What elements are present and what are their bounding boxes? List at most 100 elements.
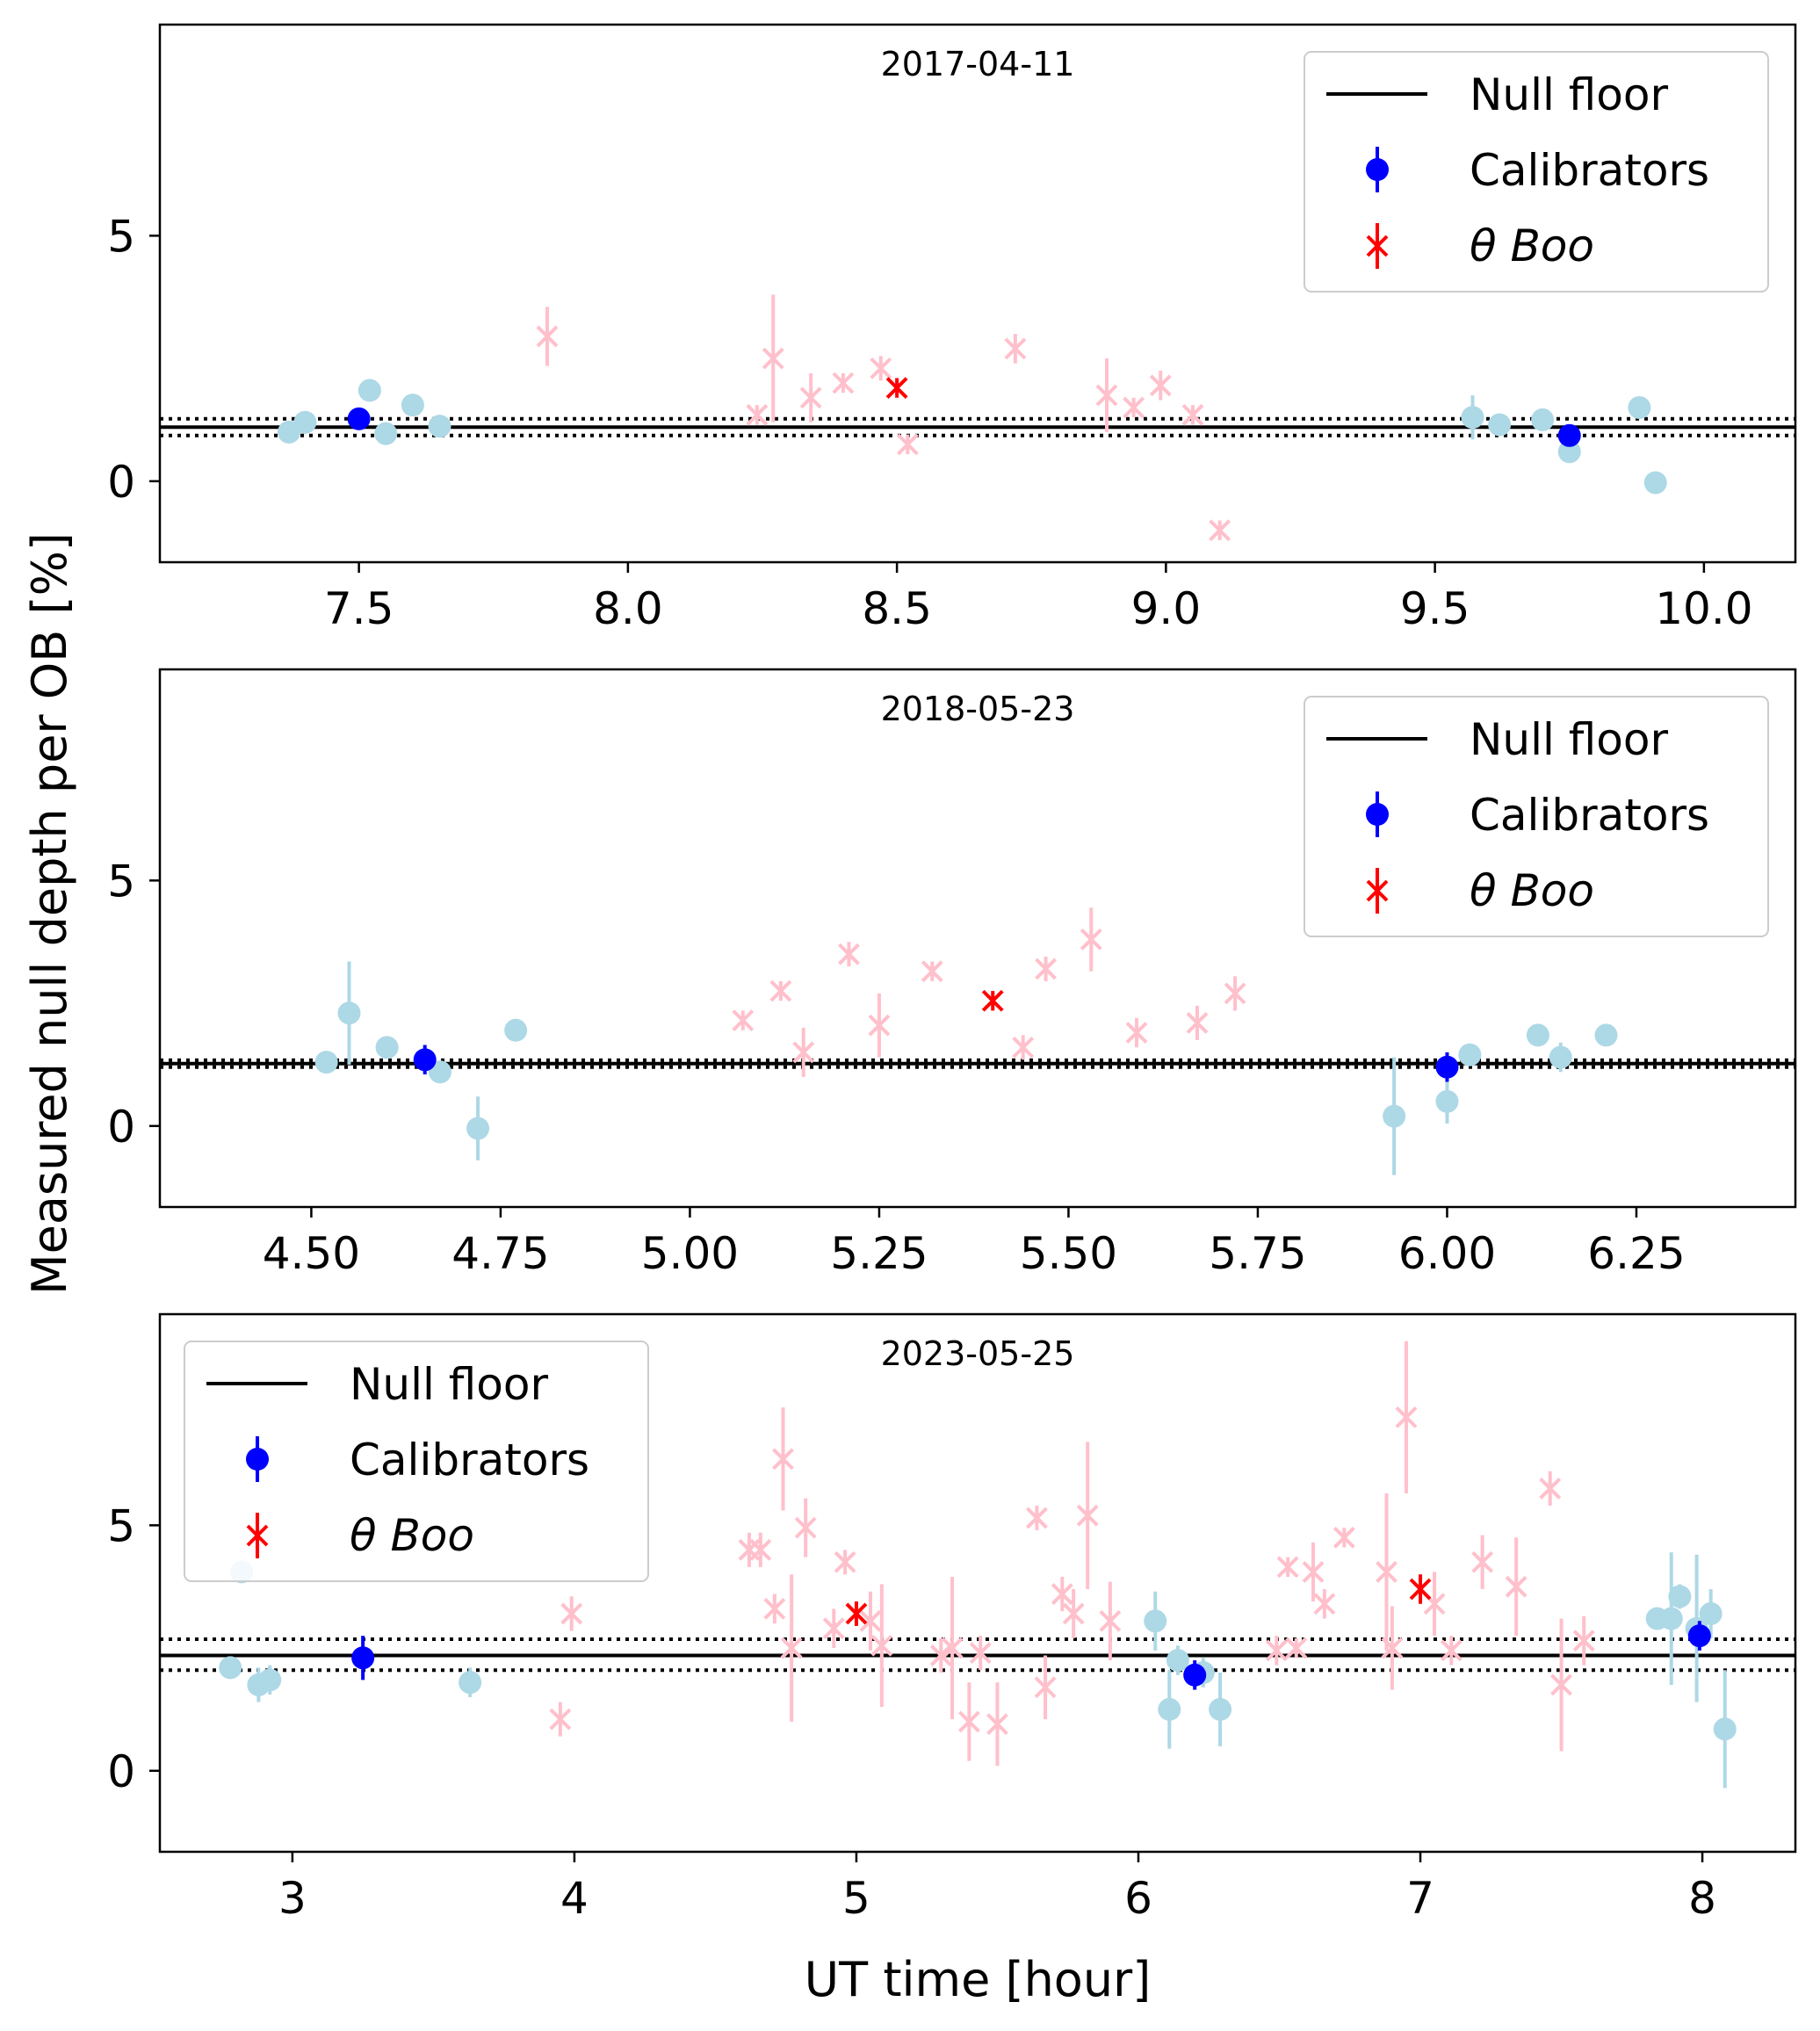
plot-area-2017 [160,294,1795,542]
calibrator-point [337,1001,361,1025]
target-point [870,357,892,379]
target-point [1224,982,1246,1005]
target-point [560,1602,583,1625]
x-tick-label: 10.0 [1655,583,1752,634]
calibrator-point [293,410,317,434]
calibrator-point [358,379,381,402]
target-point [1181,403,1204,426]
calibrator-point [1659,1607,1683,1630]
legend-box [184,1341,649,1582]
target-point [749,1538,772,1561]
target-point [1099,1609,1122,1632]
legend-target-marker [246,1524,269,1547]
calibrator-point [1713,1717,1737,1741]
target-point [732,1009,755,1032]
calibrator-point [1435,1089,1459,1113]
panel-2017-04-11: 7.5 8.0 8.5 9.0 9.5 10.0 05 2017-04-11 Null f… [107,23,1797,634]
target-point [1012,1036,1035,1059]
y-tick-label: 0 [107,1102,135,1153]
x-tick-label: 6 [1124,1873,1152,1924]
legend-null-floor-label: Null floor [1470,714,1668,765]
x-tick-label: 5.00 [641,1228,739,1279]
target-point [1376,1561,1398,1583]
x-tick-label: 9.5 [1400,583,1470,634]
target-point [1381,1637,1404,1659]
calibrator-highlight-point [1687,1624,1711,1648]
target-point [763,1597,786,1620]
y-tick-label: 0 [107,1746,135,1797]
x-tick-label: 5.75 [1209,1228,1306,1279]
target-highlight-point [845,1602,868,1625]
legend-calibrators-label: Calibrators [350,1435,589,1485]
target-point [834,1550,856,1573]
y-tick-label: 0 [107,457,135,508]
panel-2018-05-23: 4.50 4.75 5.00 5.25 5.50 5.75 6.00 6.25 05 2018… [107,668,1797,1279]
target-point [1080,928,1102,950]
x-tick-label: 8.5 [862,583,932,634]
calibrator-point [1549,1045,1572,1069]
calibrator-highlight-point [413,1048,437,1072]
x-tick-label: 4.75 [451,1228,549,1279]
plot-area-2023 [160,1341,1795,1789]
calibrator-point [1557,440,1581,464]
y-tick-label: 5 [107,211,135,262]
target-point [1395,1406,1418,1428]
legend-target-marker [1366,879,1389,902]
x-tick-label: 9.0 [1131,583,1202,634]
target-point [1572,1630,1595,1652]
target-point [794,1516,817,1539]
y-ticks: 05 [107,211,160,508]
target-point [896,433,919,456]
target-point [1539,1477,1562,1500]
calibrator-point [466,1117,490,1140]
target-point [1186,1011,1209,1034]
target-highlight-point [981,989,1004,1012]
calibrator-point [375,1036,399,1059]
calibrator-point [1209,1697,1232,1721]
calibrator-point [1668,1585,1692,1608]
target-point [1302,1561,1325,1583]
calibrator-highlight-point [351,1646,375,1670]
y-tick-label: 5 [107,1500,135,1551]
target-point [762,347,784,370]
x-tick-label: 4 [560,1873,589,1924]
target-point [799,387,822,409]
calibrator-point [428,1060,451,1084]
target-point [969,1642,992,1665]
x-tick-label: 7.5 [324,583,394,634]
x-ticks: 4.50 4.75 5.00 5.25 5.50 5.75 6.00 6.25 [263,1207,1686,1279]
calibrator-point [1458,1043,1482,1066]
legend-box [1304,51,1769,293]
target-point [1123,396,1145,419]
target-point [1550,1673,1572,1696]
x-tick-label: 5.25 [830,1228,928,1279]
calibrator-point [1488,413,1512,437]
x-tick-label: 4.50 [263,1228,360,1279]
target-point [1004,337,1027,360]
legend-box [1304,696,1769,937]
legend-calibrators-marker [246,1448,269,1471]
x-tick-label: 6.00 [1398,1228,1496,1279]
calibrator-highlight-point [347,407,371,430]
target-point [1209,519,1231,542]
target-point [792,1041,815,1064]
target-point [1076,1504,1099,1527]
target-point [1026,1507,1048,1529]
target-point [1471,1550,1494,1573]
calibrator-point [1699,1601,1722,1625]
target-point [1035,958,1057,980]
target-point [1332,1526,1355,1549]
target-point [1034,1676,1057,1699]
x-ticks: 3 4 5 6 7 8 [278,1852,1716,1924]
legend-null-floor-label: Null floor [350,1359,548,1410]
x-tick-label: 8 [1688,1873,1716,1924]
calibrator-point [219,1656,242,1680]
legend-target-label: θ Boo [1470,220,1594,271]
calibrator-point [1526,1023,1549,1047]
calibrator-point [1383,1104,1406,1128]
calibrator-point [459,1671,482,1695]
target-point [929,1644,952,1666]
